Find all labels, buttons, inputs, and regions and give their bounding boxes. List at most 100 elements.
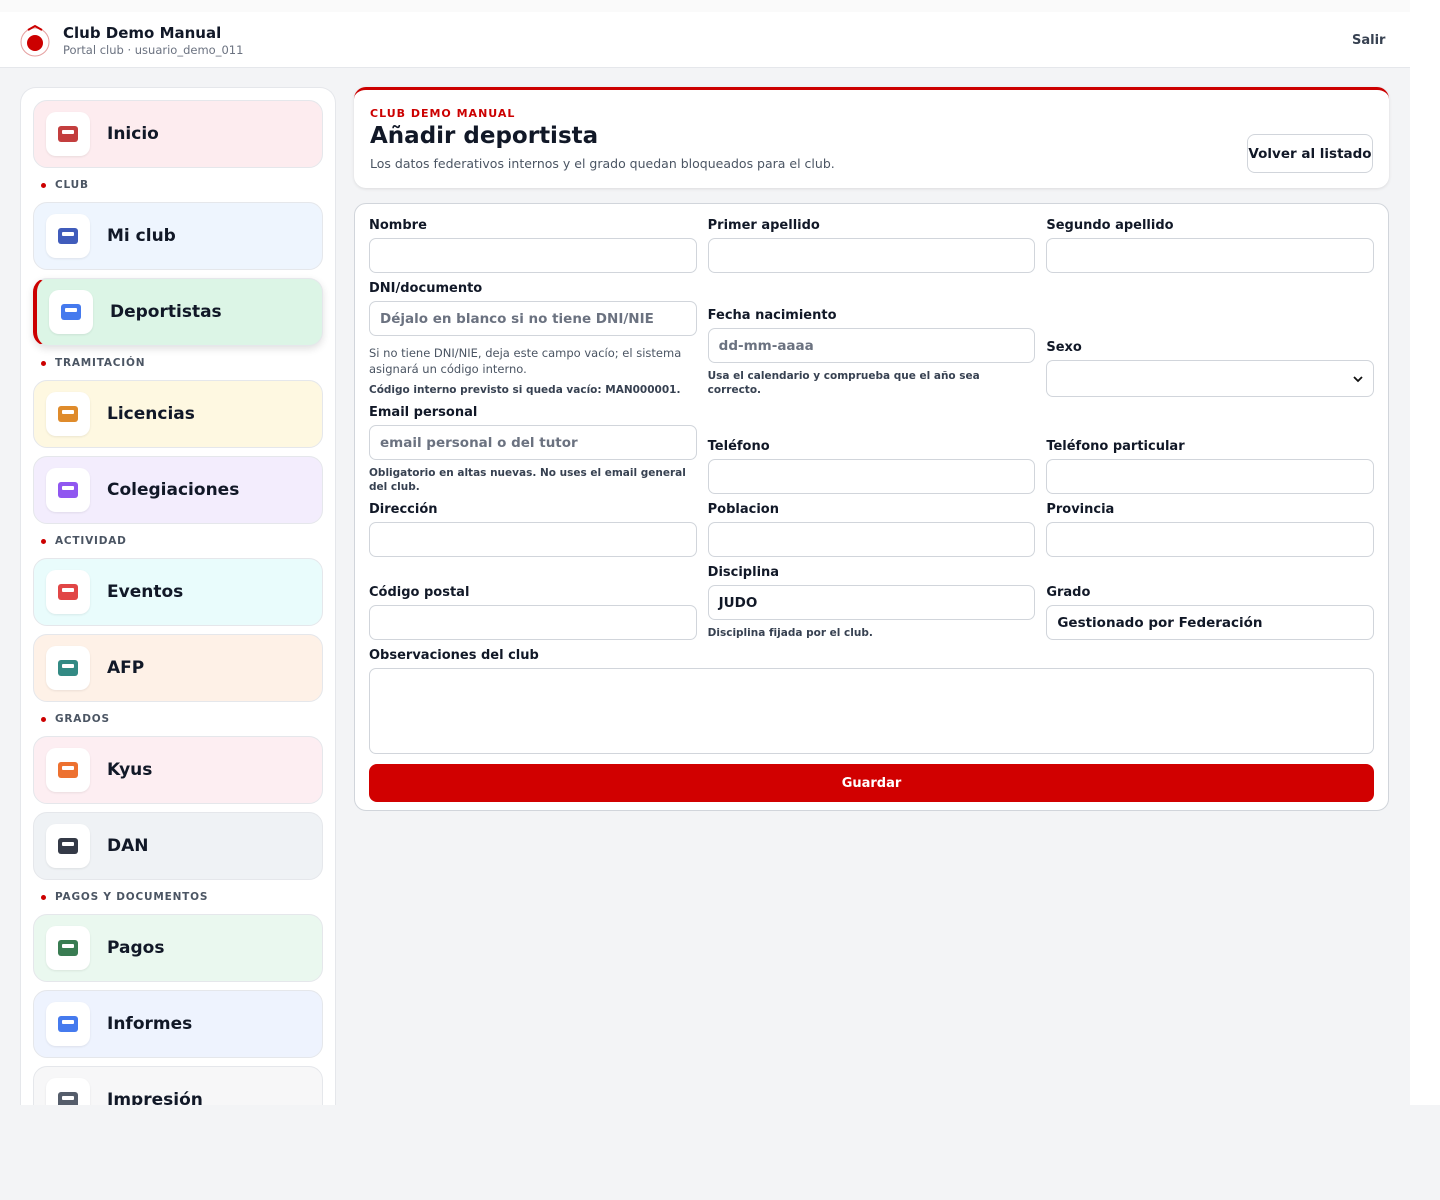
nav-label: Eventos [107,582,184,602]
nav-label: Mi club [107,226,176,246]
text-input[interactable]: email personal o del tutor [369,425,697,460]
form-row: Nombre Primer apellido Segundo apellido [369,218,1374,273]
form-card: Nombre Primer apellido Segundo apellido DNI… [354,203,1389,811]
nav-item[interactable]: Mi club [33,202,323,270]
nav-label: Deportistas [110,302,222,322]
field-note: Usa el calendario y comprueba que el año… [707,370,980,396]
section-heading: CLUB [33,172,323,198]
nav-icon [46,112,90,156]
chevron [1353,375,1363,382]
nav-item[interactable]: DAN [33,812,323,880]
form-field: DNI/documento Déjalo en blanco si no tien… [369,281,697,397]
field-note: Código interno previsto si queda vacío: … [369,384,681,396]
nav-icon [46,214,90,258]
nav-item[interactable]: Inicio [33,100,323,168]
field-label: Dirección [369,502,438,517]
field-label: Código postal [369,585,470,600]
nav-label: Pagos [107,938,165,958]
nav-icon [46,1002,90,1046]
field-label: Disciplina [707,565,780,580]
field-label: Sexo [1046,340,1082,355]
text-input[interactable]: Gestionado por Federación [1046,605,1374,640]
nav-icon [49,290,93,334]
field-note: Disciplina fijada por el club. [707,627,873,639]
nav-icon [46,1078,90,1105]
text-input[interactable] [707,238,1036,273]
nav-label: Licencias [107,404,195,424]
nav-item[interactable]: Kyus [33,736,323,804]
nav-icon [46,570,90,614]
right-strip [1410,0,1440,1105]
nav-item[interactable]: Impresión [33,1066,323,1105]
form-field: Provincia [1046,502,1374,557]
field-label: Email personal [369,405,478,420]
section-heading: ACTIVIDAD [33,528,323,554]
field-label: Fecha nacimiento [707,308,837,323]
text-input[interactable] [369,238,697,273]
header: Club Demo Manual Portal club · usuario_d… [0,12,1410,68]
page-title: Añadir deportista [370,123,599,149]
icon-shape [58,1016,78,1032]
portal-subtitle: Portal club · usuario_demo_011 [63,43,244,57]
text-input[interactable] [1046,238,1374,273]
form-field: Nombre [369,218,697,273]
text-input[interactable]: dd-mm-aaaa [707,328,1036,363]
icon-shape [58,482,78,498]
text-input[interactable] [369,605,697,640]
nav-item[interactable]: Pagos [33,914,323,982]
club-logo [20,24,50,57]
section-heading: GRADOS [33,706,323,732]
form-row: Código postal Disciplina JUDO Disciplina fi… [369,565,1374,640]
icon-shape [58,940,78,956]
nav-icon [46,824,90,868]
nav-label: DAN [107,836,149,856]
text-input[interactable]: JUDO [707,585,1036,620]
form-field: Poblacion [707,502,1036,557]
nav-item[interactable]: Colegiaciones [33,456,323,524]
observations-field: Observaciones del club [369,648,1374,754]
form-field: Teléfono [707,439,1036,494]
field-label: Segundo apellido [1046,218,1174,233]
form-row: DNI/documento Déjalo en blanco si no tien… [369,281,1374,397]
form-field: Teléfono particular [1046,439,1374,494]
submit-button[interactable]: Guardar [369,764,1374,802]
nav-item[interactable]: Eventos [33,558,323,626]
text-input[interactable] [707,522,1036,557]
nav-icon [46,392,90,436]
nav-label: AFP [107,658,145,678]
text-input[interactable] [1046,459,1374,494]
textarea[interactable] [369,668,1374,754]
text-input[interactable] [707,459,1036,494]
text-input[interactable]: Déjalo en blanco si no tiene DNI/NIE [369,301,697,336]
section-heading: TRAMITACIÓN [33,350,323,376]
placeholder: dd-mm-aaaa [718,337,814,354]
back-button[interactable]: Volver al listado [1247,134,1373,173]
form-field: Email personal email personal o del tutor… [369,405,697,494]
select[interactable] [1046,360,1374,397]
logout-link[interactable]: Salir [1352,33,1386,48]
nav-label: Inicio [107,124,159,144]
nav-item[interactable]: Licencias [33,380,323,448]
nav-item[interactable]: Deportistas [33,278,323,346]
page-header-card: CLUB DEMO MANUAL Añadir deportista Los d… [354,87,1389,188]
field-label: Teléfono [707,439,770,454]
text-input[interactable] [369,522,697,557]
icon-shape [58,228,78,244]
club-name: Club Demo Manual [63,24,222,42]
nav-item[interactable]: Informes [33,990,323,1058]
field-label: Primer apellido [707,218,820,233]
nav-item[interactable]: AFP [33,634,323,702]
eyebrow: CLUB DEMO MANUAL [370,107,516,120]
field-label: Observaciones del club [369,648,539,663]
nav-icon [46,646,90,690]
field-label: Grado [1046,585,1091,600]
field-label: Teléfono particular [1046,439,1185,454]
text-input[interactable] [1046,522,1374,557]
field-label: DNI/documento [369,281,483,296]
field-label: Nombre [369,218,427,233]
nav-icon [46,468,90,512]
form-field: Segundo apellido [1046,218,1374,273]
form-field: Sexo [1046,340,1374,397]
